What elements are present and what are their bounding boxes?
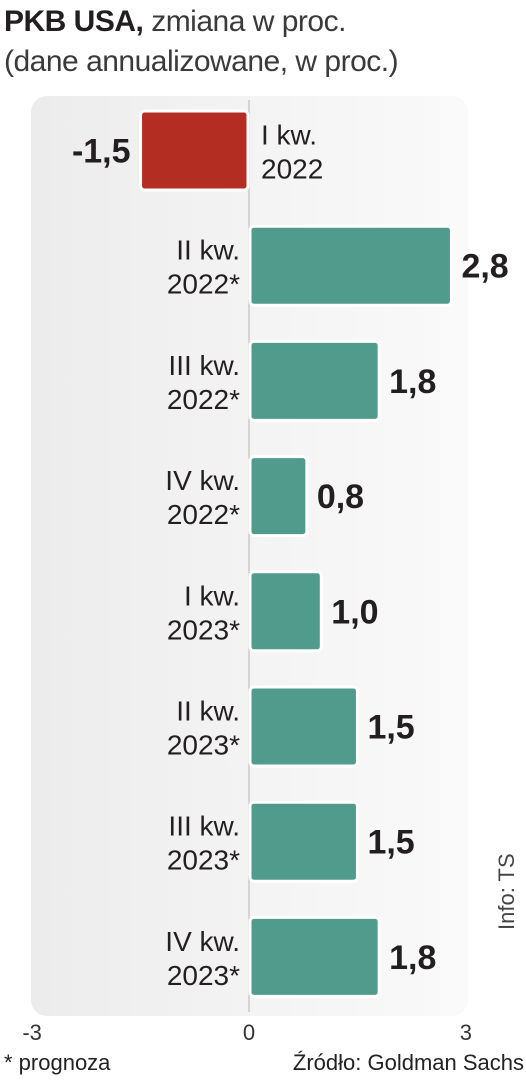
category-label-5-line-1: I kw. [184,580,240,611]
category-label-6-line-2: 2023* [167,730,240,761]
category-label-5-line-2: 2023* [167,614,240,645]
bar-value-label-3: 1,8 [389,363,436,401]
bar-3 [248,339,381,422]
bar-value-label-1: -1,5 [72,133,131,171]
x-tick-label-2: 0 [243,1020,255,1045]
category-label-4-line-2: 2022* [167,499,240,530]
bar-value-label-6: 1,5 [367,709,414,747]
source-note: Źródło: Goldman Sachs [292,1050,524,1075]
chart-title: PKB USA, zmiana w proc. [4,2,524,42]
bar-value-label-2: 2,8 [461,248,508,286]
bar-4 [248,455,309,538]
category-label-6-line-1: II kw. [176,696,240,727]
bar-value-label-5: 1,0 [331,593,378,631]
x-tick-label-1: -3 [22,1020,42,1045]
category-label-8-line-2: 2023* [167,960,240,991]
category-label-7-line-2: 2023* [167,845,240,876]
category-label-2-line-2: 2022* [167,269,240,300]
bar-1 [139,109,250,192]
bar-7 [248,800,359,883]
bar-value-label-8: 1,8 [389,939,436,977]
category-label-1-line-2: 2022 [261,154,323,185]
chart-title-rest: zmiana w proc. [143,5,346,38]
category-label-7-line-1: III kw. [168,811,240,842]
category-label-2-line-1: II kw. [176,235,240,266]
chart-subtitle: (dane annualizowane, w proc.) [4,45,399,78]
bar-2 [248,224,453,307]
category-label-8-line-1: IV kw. [165,926,240,957]
chart-title-bold: PKB USA, [4,5,144,38]
bar-6 [248,685,359,768]
bar-value-label-4: 0,8 [317,478,364,516]
x-tick-label-3: 3 [460,1020,472,1045]
bar-5 [248,570,323,653]
category-label-1-line-1: I kw. [261,120,317,151]
bar-value-label-7: 1,5 [367,824,414,862]
bar-8 [248,915,381,998]
footnote: * prognoza [4,1050,111,1075]
category-label-3-line-1: III kw. [168,350,240,381]
category-label-4-line-1: IV kw. [165,465,240,496]
category-label-3-line-2: 2022* [167,384,240,415]
credit-note: Info: TS [494,853,519,930]
